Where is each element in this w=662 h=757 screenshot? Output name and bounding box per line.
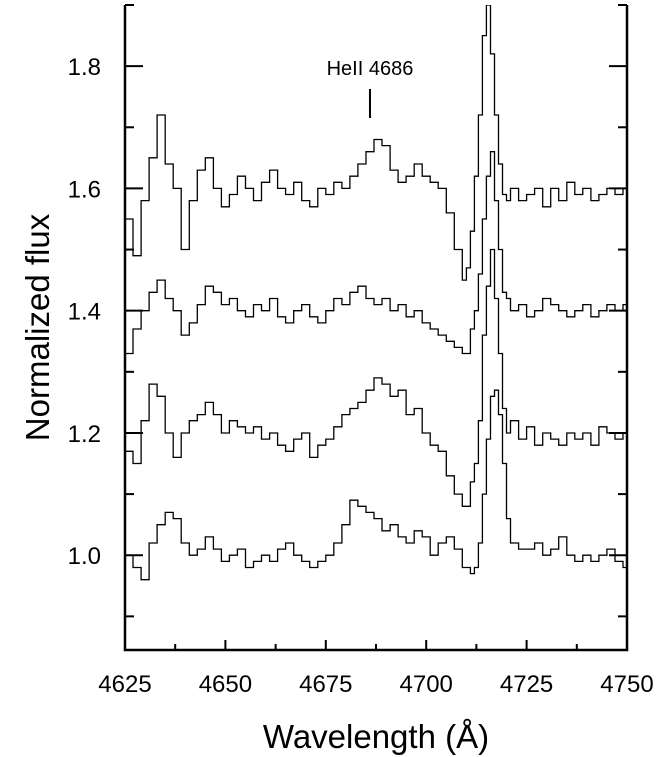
y-axis-title: Normalized flux xyxy=(19,213,56,441)
x-tick-label: 4625 xyxy=(98,671,151,698)
y-tick-label: 1.0 xyxy=(68,543,101,570)
spectrum-line-4 xyxy=(125,5,627,281)
x-tick-label: 4750 xyxy=(600,671,653,698)
x-tick-label: 4700 xyxy=(400,671,453,698)
y-tick-label: 1.2 xyxy=(68,421,101,448)
spectrum-line-3 xyxy=(125,151,627,355)
x-tick-label: 4675 xyxy=(299,671,352,698)
x-tick-label: 4650 xyxy=(199,671,252,698)
x-axis-title: Wavelength (Å) xyxy=(263,718,489,755)
x-tick-label: 4725 xyxy=(500,671,553,698)
y-tick-label: 1.8 xyxy=(68,54,101,81)
spectrum-line-1 xyxy=(125,389,627,581)
annotation-label: HeII 4686 xyxy=(327,58,414,80)
y-tick-label: 1.6 xyxy=(68,176,101,203)
spectrum-line-2 xyxy=(125,248,627,507)
y-tick-label: 1.4 xyxy=(68,299,101,326)
